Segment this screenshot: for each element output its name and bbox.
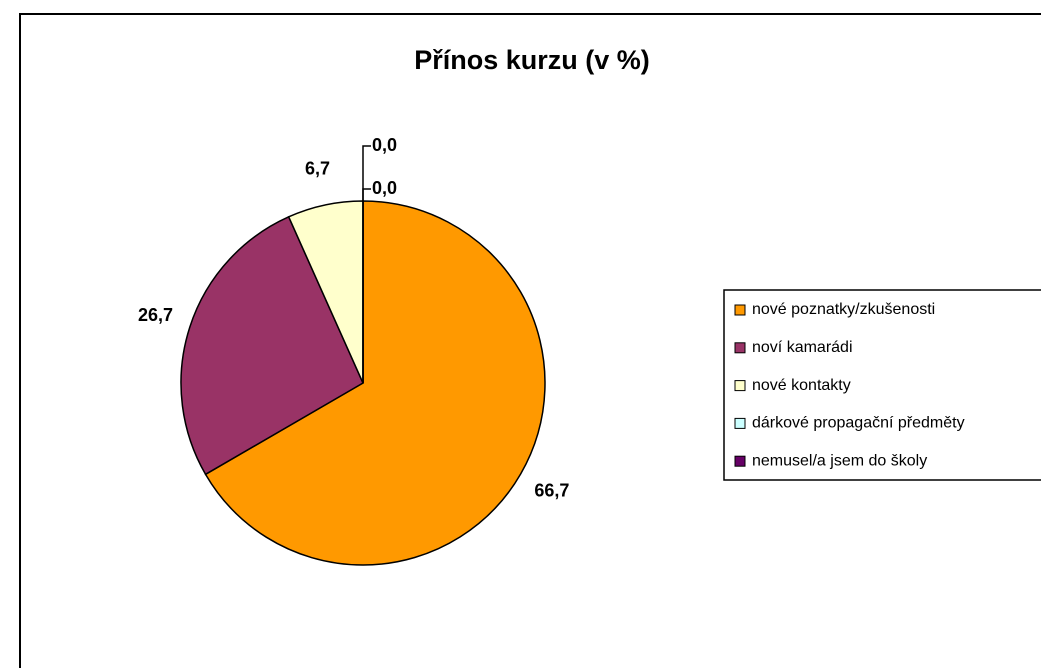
legend-label: dárkové propagační předměty: [752, 415, 965, 432]
data-label: 66,7: [534, 481, 569, 501]
data-label: 26,7: [138, 305, 173, 325]
data-label: 6,7: [305, 159, 330, 179]
legend-swatch: [734, 455, 746, 467]
legend-swatch: [734, 417, 746, 429]
legend-label: nové poznatky/zkušenosti: [752, 301, 935, 318]
data-label: 0,0: [372, 135, 397, 155]
data-label: 0,0: [372, 178, 397, 198]
legend-label: nové kontakty: [752, 377, 851, 394]
chart-title: Přínos kurzu (v %): [414, 45, 650, 75]
legend-label: noví kamarádi: [752, 339, 853, 356]
pie-slice: [204, 200, 546, 566]
pie-slice: [180, 215, 364, 476]
legend-box: [723, 289, 1041, 481]
legend-swatch: [734, 304, 746, 316]
legend-swatch: [734, 342, 746, 354]
leader-line: [362, 145, 371, 201]
legend-swatch: [734, 380, 746, 392]
legend-label: nemusel/a jsem do školy: [752, 452, 927, 469]
